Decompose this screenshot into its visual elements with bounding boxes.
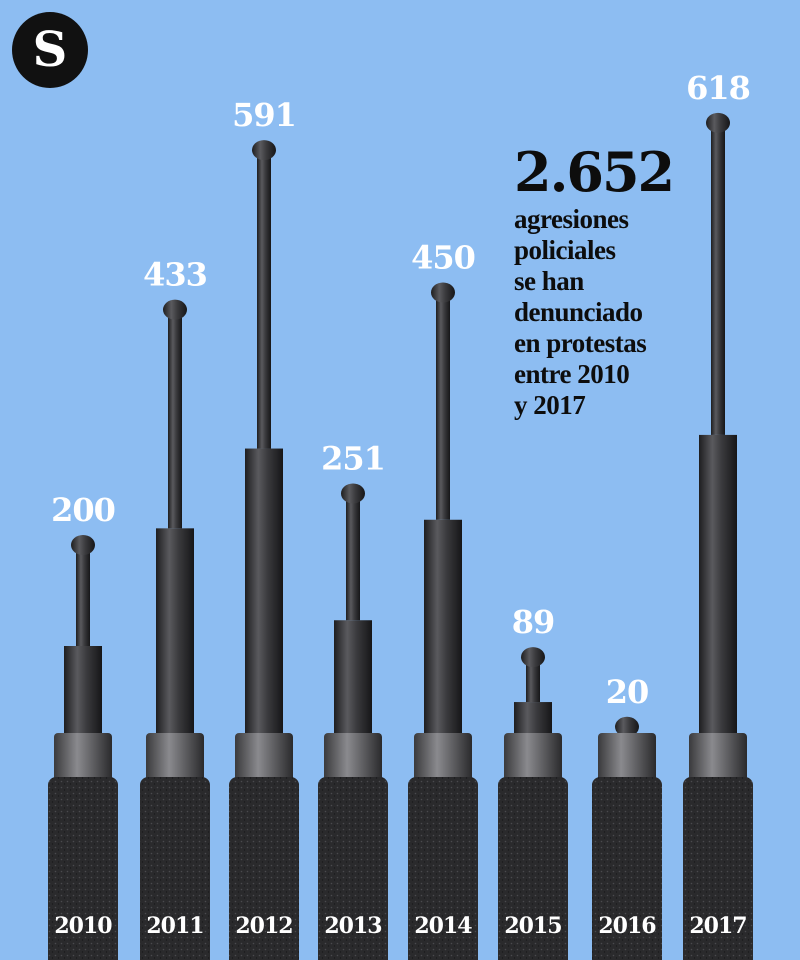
baton-grip [683, 777, 753, 960]
value-label: 89 [512, 603, 555, 641]
baton-rod [346, 499, 360, 621]
baton-grip [140, 777, 210, 960]
year-label: 2011 [146, 913, 203, 939]
baton-collar [414, 733, 472, 781]
year-label: 2013 [324, 913, 381, 939]
baton-tip [341, 483, 365, 504]
baton-rod [168, 315, 182, 529]
baton-2010: 200 2010 [48, 491, 118, 960]
baton-tube [156, 528, 194, 737]
baton-collar [689, 733, 747, 781]
baton-collar [324, 733, 382, 781]
baton-collar [235, 733, 293, 781]
baton-tube [334, 620, 372, 737]
headline-text: agresiones policiales se han denunciado … [514, 204, 647, 420]
value-label: 200 [51, 491, 115, 529]
baton-grip [592, 777, 662, 960]
baton-collar [504, 733, 562, 781]
value-label: 20 [606, 673, 649, 711]
baton-rod [711, 128, 725, 435]
baton-collar [54, 733, 112, 781]
baton-tip [706, 112, 730, 133]
baton-collar [146, 733, 204, 781]
baton-rod [526, 663, 540, 703]
baton-tube [699, 434, 737, 737]
value-label: 433 [143, 256, 207, 294]
baton-grip [318, 777, 388, 960]
year-label: 2014 [414, 913, 472, 939]
value-label: 251 [321, 439, 385, 477]
baton-tip [163, 299, 187, 320]
baton-2013: 251 2013 [318, 439, 388, 960]
baton-2016: 20 2016 [592, 673, 662, 960]
baton-rod [76, 551, 90, 646]
baton-tube [514, 702, 552, 737]
baton-grip [229, 777, 299, 960]
baton-tube [424, 519, 462, 737]
baton-grip [408, 777, 478, 960]
value-label: 591 [232, 96, 296, 134]
baton-tip [615, 716, 639, 737]
baton-tip [252, 140, 276, 161]
baton-2014: 450 2014 [408, 239, 478, 960]
year-label: 2016 [598, 913, 656, 939]
baton-rod [257, 156, 271, 449]
logo-letter: S [32, 22, 68, 78]
brand-logo: S [12, 12, 88, 88]
year-label: 2017 [689, 913, 746, 939]
year-label: 2010 [54, 913, 112, 939]
baton-2015: 89 2015 [498, 603, 568, 960]
value-label: 450 [411, 239, 475, 277]
year-label: 2015 [504, 913, 561, 939]
baton-rod [436, 298, 450, 520]
headline-block: 2.652 agresiones policiales se han denun… [514, 140, 675, 421]
baton-tube [64, 646, 102, 737]
value-label: 618 [686, 69, 750, 107]
baton-2012: 591 2012 [229, 96, 299, 960]
total-count: 2.652 [514, 140, 675, 204]
baton-tip [71, 535, 95, 555]
baton-tube [245, 448, 283, 737]
baton-2017: 618 2017 [683, 69, 753, 960]
baton-2011: 433 2011 [140, 256, 210, 960]
baton-grip [48, 777, 118, 960]
baton-tip [431, 282, 455, 303]
baton-grip [498, 777, 568, 960]
year-label: 2012 [235, 913, 292, 939]
baton-tip [521, 647, 545, 668]
baton-collar [598, 733, 656, 781]
